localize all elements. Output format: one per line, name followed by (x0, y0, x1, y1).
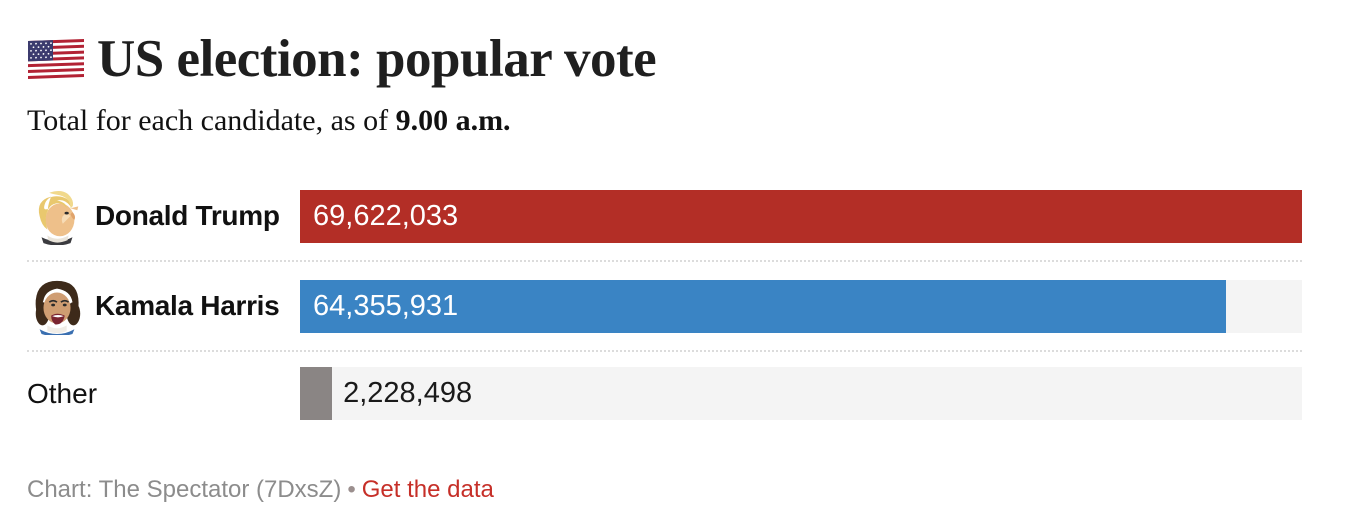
label-cell: Kamala Harris (27, 277, 300, 336)
bar-row-donald-trump: Donald Trump 69,622,033 (27, 172, 1302, 263)
label-cell: Donald Trump (27, 187, 300, 246)
header: US election: popular vote (27, 30, 1302, 88)
chart-page: US election: popular vote Total for each… (27, 30, 1302, 504)
footer-separator-dot: • (347, 476, 356, 504)
bar-value: 2,228,498 (343, 377, 473, 410)
bar-cell: 2,228,498 (300, 367, 1302, 421)
bar-row-other: Other 2,228,498 (27, 352, 1302, 435)
kamala-harris-caricature-avatar (35, 281, 81, 336)
bar-fill (300, 367, 333, 421)
bar-row-kamala-harris: Kamala Harris 64,355,931 (27, 262, 1302, 353)
bar-cell: 69,622,033 (300, 189, 1302, 243)
donald-trump-caricature-avatar (38, 191, 79, 246)
candidate-label: Other (27, 377, 98, 409)
us-flag-icon (28, 39, 84, 80)
bar-value: 64,355,931 (313, 289, 459, 322)
bar-fill: 64,355,931 (300, 279, 1227, 333)
footer: Chart: The Spectator (7DxsZ) • Get the dat… (27, 476, 1302, 504)
bar-track (300, 367, 1302, 421)
page-title: US election: popular vote (97, 30, 657, 88)
candidate-label: Donald Trump (95, 200, 280, 232)
label-cell: Other (27, 378, 300, 410)
subtitle-text: Total for each candidate, as of (27, 104, 396, 138)
bar-cell: 64,355,931 (300, 279, 1302, 333)
bar-fill: 69,622,033 (300, 189, 1302, 243)
bar-chart: Donald Trump 69,622,033 (27, 172, 1302, 435)
chart-source: Chart: The Spectator (7DxsZ) (27, 476, 342, 504)
chart-subtitle: Total for each candidate, as of 9.00 a.m… (27, 104, 1302, 138)
subtitle-time: 9.00 a.m. (395, 104, 511, 138)
bar-value: 69,622,033 (313, 199, 459, 232)
get-the-data-link[interactable]: Get the data (361, 476, 494, 504)
candidate-label: Kamala Harris (95, 290, 280, 322)
